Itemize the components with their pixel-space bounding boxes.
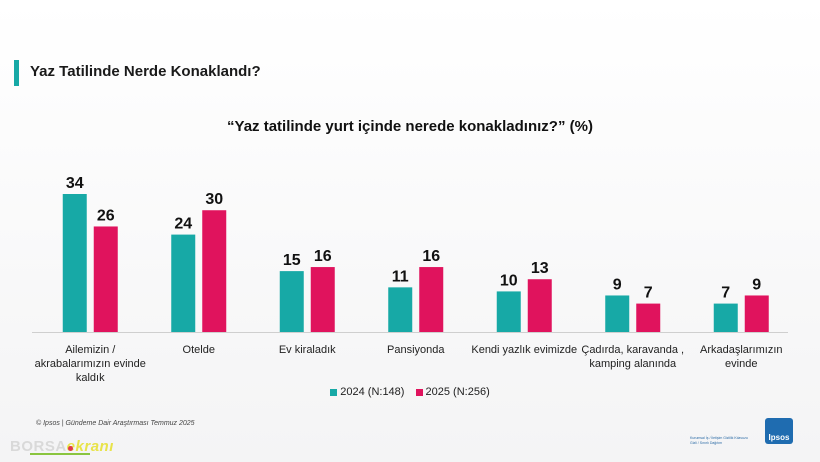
category-label-6: Arkadaşlarımızın evinde	[700, 344, 783, 370]
bar-2025-0	[93, 226, 118, 332]
ipsos-tagline: Kurumsal İş / İletişim Gizlilik Kılavuzu…	[690, 436, 748, 445]
section-title: Yaz Tatilinde Nerde Konaklandı?	[30, 63, 261, 80]
data-label-2025-5: 7	[644, 285, 653, 302]
category-label-4: Kendi yazlık evimizde	[471, 344, 577, 356]
bar-2024-6	[713, 303, 738, 332]
data-label-2024-2: 15	[283, 252, 301, 269]
category-label-line: Ailemizin /	[65, 344, 116, 356]
source-footnote: © Ipsos | Gündeme Dair Araştırması Temmu…	[36, 420, 195, 427]
bar-2025-6	[744, 295, 769, 332]
legend-swatch-2025	[415, 388, 423, 396]
legend: 2024 (N:148) 2025 (N:256)	[0, 386, 820, 399]
category-label-5: Çadırda, karavanda , kamping alanında	[581, 344, 684, 370]
bar-2024-1	[171, 234, 196, 332]
data-label-2024-5: 9	[613, 276, 622, 293]
ipsos-logo: Ipsos	[765, 418, 793, 444]
chart-title: “Yaz tatilinde yurt içinde nerede konakl…	[227, 118, 593, 135]
data-label-2025-6: 9	[752, 276, 761, 293]
bar-chart: 34 26 Ailemizin / akrabalarımızın evinde kal…	[32, 175, 788, 384]
category-label-line: Kendi yazlık evimizde	[471, 344, 577, 356]
data-label-2024-3: 11	[392, 268, 409, 285]
category-label-line: kamping alanında	[589, 358, 677, 370]
bar-2025-4	[527, 279, 552, 332]
category-label-3: Pansiyonda	[387, 344, 445, 356]
data-label-2024-6: 7	[721, 285, 730, 302]
category-label-line: evinde	[725, 358, 757, 370]
data-label-2024-1: 24	[174, 216, 192, 233]
category-label-line: Ev kiraladık	[279, 344, 336, 356]
watermark-suffix: ekranı	[66, 438, 114, 455]
data-label-2025-0: 26	[97, 207, 115, 224]
bar-2024-2	[279, 271, 304, 332]
title-accent-bar	[14, 60, 19, 86]
bar-2024-3	[388, 287, 413, 332]
legend-item-2025: 2025 (N:256)	[415, 386, 490, 398]
legend-label-2025: 2025 (N:256)	[425, 386, 490, 398]
ipsos-logo-text: Ipsos	[768, 433, 790, 442]
data-label-2025-3: 16	[422, 248, 440, 265]
bar-2025-3	[419, 267, 444, 332]
category-label-0: Ailemizin / akrabalarımızın evinde kaldık	[35, 344, 146, 384]
category-label-line: kaldık	[76, 372, 105, 384]
watermark-dot	[68, 446, 73, 451]
category-label-line: Çadırda, karavanda ,	[581, 344, 684, 356]
borsa-ekrani-watermark: BORSAekranı	[10, 438, 114, 455]
legend-label-2024: 2024 (N:148)	[340, 386, 405, 398]
watermark-line	[30, 453, 90, 455]
data-label-2024-4: 10	[500, 272, 518, 289]
bar-2024-0	[62, 194, 87, 332]
legend-swatch-2024	[330, 388, 338, 396]
bar-2025-2	[310, 267, 335, 332]
data-label-2025-1: 30	[205, 191, 223, 208]
bar-2024-4	[496, 291, 521, 332]
bar-2024-5	[605, 295, 630, 332]
bar-2025-1	[202, 210, 227, 332]
data-label-2025-2: 16	[314, 248, 332, 265]
category-label-line: akrabalarımızın evinde	[35, 358, 146, 370]
category-label-line: Pansiyonda	[387, 344, 445, 356]
category-label-2: Ev kiraladık	[279, 344, 336, 356]
category-label-1: Otelde	[183, 344, 215, 356]
bar-2025-5	[636, 303, 661, 332]
data-label-2025-4: 13	[531, 260, 549, 277]
watermark-prefix: BORSA	[10, 438, 67, 455]
data-label-2024-0: 34	[66, 175, 84, 192]
category-label-line: Otelde	[183, 344, 215, 356]
legend-item-2024: 2024 (N:148)	[330, 386, 404, 398]
category-label-line: Arkadaşlarımızın	[700, 344, 783, 356]
